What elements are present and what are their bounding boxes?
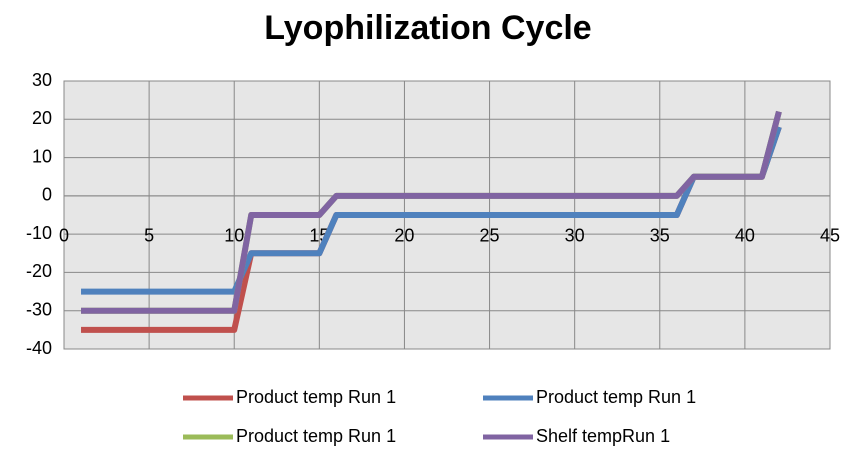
x-tick-label: 0 [59,226,69,246]
legend-label: Product temp Run 1 [236,426,396,446]
y-tick-label: -30 [26,299,52,319]
legend-label: Product temp Run 1 [236,387,396,407]
y-tick-label: 20 [32,108,52,128]
y-tick-label: -40 [26,338,52,358]
y-tick-label: -10 [26,223,52,243]
x-tick-label: 20 [394,226,414,246]
legend-label: Shelf tempRun 1 [536,426,670,446]
series-line [81,110,782,314]
x-tick-label: 25 [480,226,500,246]
x-tick-label: 40 [735,226,755,246]
x-tick-label: 45 [820,226,840,246]
x-tick-label: 35 [650,226,670,246]
x-tick-label: 10 [224,226,244,246]
chart-title: Lyophilization Cycle [264,9,591,47]
x-tick-label: 30 [565,226,585,246]
y-tick-label: 10 [32,146,52,166]
legend-label: Product temp Run 1 [536,387,696,407]
x-tick-label: 5 [144,226,154,246]
y-tick-label: 30 [32,70,52,90]
y-tick-label: -20 [26,261,52,281]
y-tick-label: 0 [42,185,52,205]
